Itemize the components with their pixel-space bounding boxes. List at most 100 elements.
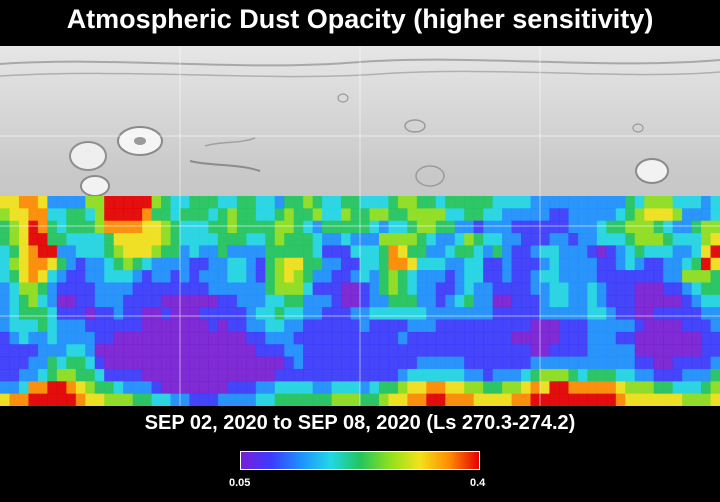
opacity-cell	[682, 196, 693, 209]
opacity-cell	[454, 381, 465, 395]
opacity-cell	[397, 245, 408, 259]
opacity-cell	[236, 257, 247, 271]
opacity-cell	[293, 368, 304, 382]
opacity-cell	[246, 344, 257, 358]
opacity-cell	[151, 368, 162, 382]
opacity-cell	[530, 331, 541, 345]
opacity-cell	[701, 381, 712, 395]
opacity-cell	[9, 282, 20, 296]
opacity-cell	[644, 208, 655, 222]
opacity-cell	[511, 294, 522, 308]
opacity-cell	[284, 220, 295, 234]
opacity-cell	[464, 196, 475, 209]
opacity-cell	[492, 208, 503, 222]
opacity-cell	[94, 282, 105, 296]
opacity-cell	[274, 220, 285, 234]
opacity-cell	[473, 319, 484, 333]
opacity-cell	[587, 282, 598, 296]
opacity-cell	[530, 356, 541, 370]
opacity-cell	[492, 233, 503, 247]
opacity-cell	[246, 282, 257, 296]
opacity-cell	[445, 368, 456, 382]
opacity-cell	[454, 307, 465, 321]
opacity-cell	[587, 294, 598, 308]
opacity-cell	[511, 381, 522, 395]
opacity-cell	[663, 319, 674, 333]
opacity-cell	[217, 294, 228, 308]
opacity-cell	[492, 344, 503, 358]
opacity-cell	[123, 393, 134, 406]
opacity-cell	[170, 331, 181, 345]
opacity-cell	[416, 196, 427, 209]
opacity-cell	[331, 294, 342, 308]
opacity-cell	[710, 233, 720, 247]
opacity-cell	[511, 233, 522, 247]
opacity-cell	[540, 282, 551, 296]
opacity-cell	[265, 319, 276, 333]
opacity-cell	[521, 319, 532, 333]
opacity-cell	[369, 294, 380, 308]
opacity-cell	[104, 294, 115, 308]
opacity-cell	[596, 381, 607, 395]
opacity-cell	[123, 381, 134, 395]
opacity-cell	[123, 233, 134, 247]
opacity-cell	[682, 294, 693, 308]
opacity-cell	[180, 368, 191, 382]
opacity-cell	[558, 282, 570, 296]
opacity-cell	[483, 319, 494, 333]
opacity-cell	[9, 270, 20, 284]
opacity-cell	[625, 294, 636, 308]
opacity-cell	[568, 307, 579, 321]
opacity-cell	[104, 245, 115, 259]
opacity-cell	[255, 344, 266, 358]
opacity-cell	[66, 282, 77, 296]
opacity-cell	[170, 393, 181, 406]
opacity-cell	[378, 344, 390, 358]
opacity-cell	[625, 257, 636, 271]
opacity-cell	[445, 331, 456, 345]
opacity-cell	[672, 294, 683, 308]
opacity-cell	[9, 381, 20, 395]
opacity-cell	[615, 208, 626, 222]
opacity-cell	[634, 282, 645, 296]
opacity-cell	[464, 381, 475, 395]
opacity-cell	[161, 257, 172, 271]
opacity-cell	[142, 220, 153, 234]
opacity-cell	[492, 356, 503, 370]
opacity-cell	[151, 257, 162, 271]
opacity-cell	[454, 319, 465, 333]
opacity-cell	[265, 307, 276, 321]
opacity-cell	[151, 393, 162, 406]
opacity-cell	[663, 233, 674, 247]
opacity-cell	[549, 196, 560, 209]
opacity-cell	[255, 220, 266, 234]
dust-opacity-overlay	[0, 196, 720, 406]
color-scale-max-label: 0.4	[470, 477, 486, 489]
opacity-cell	[255, 393, 266, 406]
opacity-cell	[492, 196, 503, 209]
opacity-cell	[322, 331, 333, 345]
opacity-cell	[227, 356, 238, 370]
opacity-cell	[265, 356, 276, 370]
opacity-cell	[104, 208, 115, 222]
color-scale-min-label: 0.05	[229, 477, 251, 489]
opacity-cell	[558, 233, 570, 247]
opacity-cell	[502, 233, 513, 247]
opacity-cell	[710, 245, 720, 259]
opacity-cell	[227, 208, 238, 222]
opacity-cell	[682, 270, 693, 284]
opacity-cell	[75, 319, 86, 333]
opacity-cell	[530, 319, 541, 333]
opacity-cell	[56, 233, 67, 247]
opacity-cell	[388, 307, 399, 321]
opacity-cell	[94, 331, 105, 345]
opacity-cell	[615, 220, 626, 234]
opacity-cell	[407, 344, 418, 358]
opacity-cell	[483, 294, 494, 308]
opacity-cell	[511, 245, 522, 259]
opacity-cell	[473, 356, 484, 370]
opacity-cell	[511, 368, 522, 382]
opacity-cell	[293, 257, 304, 271]
opacity-cell	[577, 233, 588, 247]
opacity-cell	[85, 381, 96, 395]
